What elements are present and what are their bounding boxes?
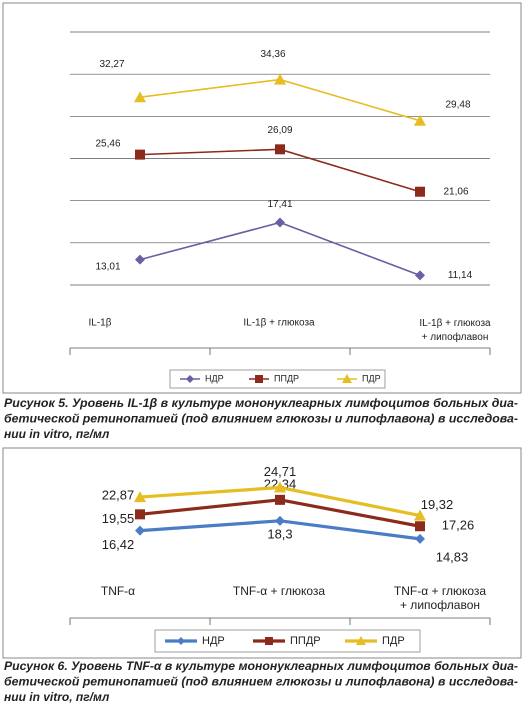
marker <box>265 637 273 645</box>
marker <box>275 144 285 155</box>
data-label: 16,42 <box>102 537 135 552</box>
marker <box>275 217 285 228</box>
data-label: 18,3 <box>267 526 292 541</box>
marker <box>415 533 425 544</box>
marker <box>275 494 285 505</box>
data-label: 25,46 <box>95 138 120 149</box>
marker <box>414 114 426 126</box>
caption-line: Рисунок 6. Уровень TNF-α в культуре моно… <box>4 659 518 673</box>
marker <box>135 525 145 536</box>
marker <box>135 254 145 265</box>
series-line <box>139 148 421 193</box>
marker <box>342 374 352 383</box>
data-label: 24,71 <box>264 464 297 479</box>
legend-label: ППДР <box>274 373 299 383</box>
caption-line: бетической ретинопатией (под влиянием гл… <box>4 412 518 426</box>
x-tick-label: TNF-α <box>101 584 135 598</box>
legend-label: ППДР <box>290 635 321 647</box>
legend-label: ПДР <box>362 373 381 383</box>
series-line <box>139 221 421 277</box>
data-label: 19,55 <box>102 511 135 526</box>
x-tick-label: IL-1β + глюкоза <box>243 318 315 329</box>
marker <box>186 375 194 383</box>
chart-frame <box>2 447 522 659</box>
data-label: 32,27 <box>99 59 124 70</box>
marker <box>134 91 146 103</box>
marker <box>275 515 285 526</box>
data-label: 13,01 <box>95 261 120 272</box>
marker <box>414 509 426 521</box>
marker <box>177 637 185 645</box>
x-tick-label: TNF-α + глюкоза <box>233 584 325 598</box>
legend-label: ПДР <box>382 635 405 647</box>
chart-frame <box>2 2 522 394</box>
marker <box>415 270 425 281</box>
caption-line: бетической ретинопатией (под влиянием гл… <box>4 675 518 689</box>
x-tick-label: IL-1β + глюкоза + липофлавон <box>419 318 491 343</box>
data-label: 22,87 <box>102 488 135 503</box>
data-label: 34,36 <box>260 49 285 60</box>
series-line <box>139 78 421 122</box>
legend-frame <box>154 629 421 653</box>
legend-frame <box>169 369 386 389</box>
legend-label: НДР <box>202 635 225 647</box>
marker <box>274 481 286 493</box>
data-label: 29,48 <box>445 99 470 110</box>
marker <box>134 491 146 503</box>
marker <box>135 509 145 520</box>
x-tick-label: IL-1β <box>89 318 112 329</box>
data-label: 21,06 <box>443 186 468 197</box>
caption-line: нии in vitro, пг/мл <box>4 427 110 441</box>
marker <box>255 375 263 383</box>
marker <box>135 149 145 160</box>
data-label: 26,09 <box>267 125 292 136</box>
marker <box>274 73 286 85</box>
marker <box>415 521 425 532</box>
data-label: 14,83 <box>436 549 469 564</box>
legend-label: НДР <box>205 373 224 383</box>
caption-line: нии in vitro, пг/мл <box>4 690 110 704</box>
data-label: 19,32 <box>421 497 454 512</box>
x-tick-label: TNF-α + глюкоза + липофлавон <box>394 584 486 612</box>
data-label: 11,14 <box>448 270 473 281</box>
caption-line: Рисунок 5. Уровень IL-1β в культуре моно… <box>4 396 518 410</box>
data-label: 17,26 <box>442 518 475 533</box>
marker <box>415 186 425 197</box>
data-label: 17,41 <box>267 199 292 210</box>
marker <box>356 636 366 645</box>
